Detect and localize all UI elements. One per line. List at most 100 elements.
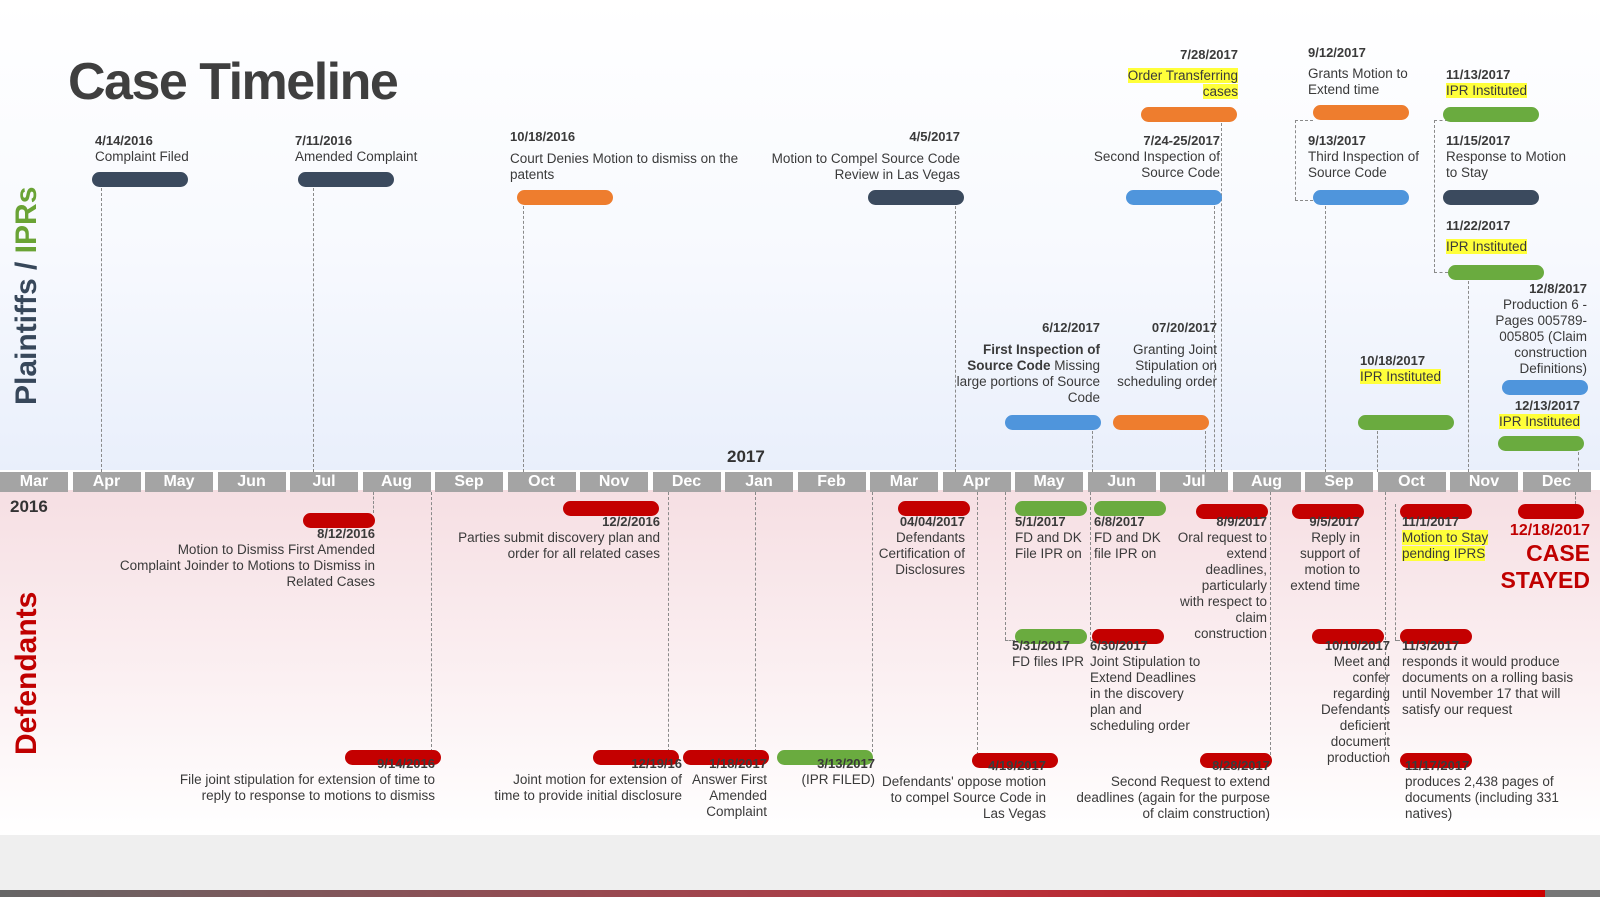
- defendant-event-marker: [1400, 629, 1472, 644]
- plaintiff-event: 10/18/2017 IPR Instituted: [1360, 353, 1442, 384]
- plaintiff-event-marker: [1313, 105, 1409, 120]
- connector-line: [977, 492, 978, 755]
- connector-line: [872, 492, 873, 752]
- connector-line: [1295, 200, 1313, 201]
- defendant-event-marker: [1518, 504, 1584, 519]
- plaintiff-event: 4/5/2017 Motion to Compel Source Code Rev…: [771, 129, 960, 182]
- month-label: Dec: [652, 472, 721, 492]
- plaintiff-event-marker: [1313, 190, 1409, 205]
- defendant-event-marker: [303, 513, 375, 528]
- connector-line: [1578, 452, 1579, 472]
- connector-line: [1325, 206, 1326, 472]
- month-label: Jun: [1087, 472, 1156, 492]
- plaintiff-event: 10/18/2016 Court Denies Motion to dismiss…: [510, 129, 739, 182]
- defendant-event: 9/5/2017 Reply in support of motion to ex…: [1290, 514, 1360, 593]
- defendant-event: 11/3/2017 responds it would produce docum…: [1402, 638, 1574, 717]
- month-label: Sep: [435, 472, 503, 492]
- month-label: Aug: [1232, 472, 1301, 492]
- plaintiff-event-marker: [1498, 436, 1584, 451]
- plaintiff-event: 11/15/2017 Response to Motion to Stay: [1446, 133, 1567, 180]
- defendant-event: 4/19/2017 Defendants' oppose motion to co…: [882, 758, 1046, 821]
- plaintiff-event-marker: [92, 172, 188, 187]
- defendant-event-marker: [1196, 504, 1268, 519]
- plaintiff-event-marker: [1141, 107, 1237, 122]
- plaintiff-event: 12/8/2017 Production 6 - Pages 005789-005…: [1495, 281, 1587, 376]
- connector-line: [1221, 123, 1222, 472]
- connector-line: [668, 492, 669, 752]
- defendant-event: 1/18/2017 Answer First Amended Complaint: [691, 756, 767, 819]
- defendant-event-marker: [972, 753, 1058, 768]
- connector-line: [1434, 120, 1435, 272]
- connector-line: [955, 206, 956, 472]
- plaintiff-event: 7/28/2017 Order Transferring cases: [1127, 47, 1238, 99]
- defendant-event-marker: [1092, 629, 1164, 644]
- defendant-event: 3/13/2017 (IPR FILED): [801, 756, 875, 787]
- plaintiff-event-marker: [1126, 190, 1222, 205]
- connector-line: [1090, 640, 1094, 641]
- defendant-event: 8/12/2016 Motion to Dismiss First Amended…: [119, 526, 375, 589]
- plaintiff-event: 7/24-25/2017 Second Inspection of Source …: [1093, 133, 1220, 180]
- connector-line: [523, 206, 524, 472]
- month-label: Dec: [1522, 472, 1591, 492]
- plaintiff-event-marker: [1113, 415, 1209, 430]
- defendants-label: Defendants: [10, 591, 43, 755]
- defendant-event-marker: [1400, 504, 1472, 519]
- connector-line: [1385, 492, 1386, 755]
- connector-line: [373, 492, 374, 513]
- connector-line: [101, 188, 102, 472]
- plaintiff-event: 6/12/2017 First Inspection of Source Code…: [956, 320, 1100, 405]
- month-label: Aug: [362, 472, 431, 492]
- connector-line: [1214, 206, 1215, 472]
- plaintiff-event-marker: [1443, 107, 1539, 122]
- month-label: Feb: [797, 472, 866, 492]
- defendant-event-marker: [898, 501, 970, 516]
- footer-accent-line-end: [1545, 890, 1600, 897]
- month-label: Jul: [290, 472, 358, 492]
- plaintiff-event-marker: [868, 190, 964, 205]
- plaintiffs-background: [0, 0, 1600, 470]
- plaintiff-event-marker: [1358, 415, 1454, 430]
- defendant-event: 6/30/2017 Joint Stipulation to Extend Dea…: [1090, 638, 1201, 733]
- plaintiff-event-marker: [1448, 265, 1544, 280]
- defendant-event: 11/1/2017 Motion to Stay pending IPRS: [1402, 514, 1489, 561]
- month-label: Nov: [1450, 472, 1518, 492]
- connector-line: [1575, 492, 1576, 504]
- defendant-event: 12/2/2016 Parties submit discovery plan a…: [458, 514, 660, 561]
- defendant-event: 12/19/16 Joint motion for extension of ti…: [494, 756, 682, 803]
- month-label: Apr: [72, 472, 141, 492]
- connector-line: [1295, 120, 1313, 121]
- connector-line: [1090, 492, 1091, 640]
- plaintiff-event-marker: [1443, 190, 1539, 205]
- plaintiff-event: 9/12/2017 Grants Motion to Extend time: [1308, 45, 1408, 97]
- connector-line: [431, 492, 432, 752]
- plaintiff-event: 11/13/2017 IPR Instituted: [1446, 67, 1528, 98]
- plaintiff-event: 7/11/2016 Amended Complaint: [295, 133, 418, 164]
- plaintiff-event-marker: [1005, 415, 1101, 430]
- connector-line: [1205, 431, 1206, 472]
- defendant-event-marker: [345, 750, 441, 765]
- defendant-event-marker: [1292, 504, 1364, 519]
- footer-accent-line: [0, 890, 1545, 897]
- defendant-event: 11/17/2017 produces 2,438 pages of docume…: [1405, 758, 1559, 821]
- defendant-event: 04/04/2017 Defendants Certification of Di…: [878, 514, 965, 577]
- month-label: Oct: [1377, 472, 1446, 492]
- timeline-axis: Mar Apr May Jun Jul Aug Sep Oct Nov Dec Jan Feb Mar A…: [0, 472, 1600, 492]
- plaintiff-event-marker: [298, 172, 394, 187]
- month-label: Sep: [1305, 472, 1373, 492]
- connector-line: [1005, 492, 1006, 640]
- plaintiff-event: 07/20/2017 Granting Joint Stipulation on …: [1117, 320, 1217, 389]
- defendant-event-marker: [1200, 753, 1272, 768]
- defendant-event-marker: [1400, 753, 1472, 768]
- defendant-event-marker: [1015, 629, 1087, 644]
- connector-line: [1270, 492, 1271, 755]
- plaintiff-event-marker: [1502, 380, 1588, 395]
- footer-band: [0, 835, 1600, 893]
- defendant-event: 5/31/2017 FD files IPR: [1012, 638, 1085, 669]
- connector-line: [1377, 431, 1378, 472]
- plaintiff-event: 12/13/2017 IPR Instituted: [1498, 398, 1580, 429]
- month-label: Oct: [507, 472, 576, 492]
- case-stayed-callout: 12/18/2017 CASE STAYED: [1500, 522, 1590, 593]
- connector-line: [1005, 640, 1015, 641]
- connector-line: [1092, 431, 1093, 472]
